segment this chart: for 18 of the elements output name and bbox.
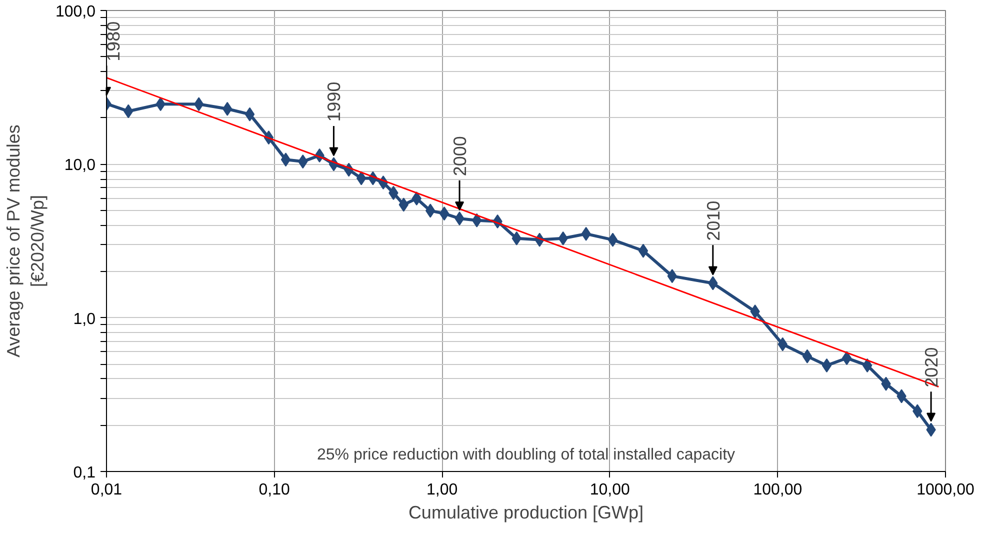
y-tick-label: 100,0	[55, 4, 96, 20]
x-axis-title: Cumulative production [GWp]	[408, 502, 644, 522]
y-tick-label: 10,0	[64, 157, 96, 174]
y-tick-label: 1,0	[73, 310, 96, 328]
x-tick-label: 0,10	[258, 482, 290, 498]
x-tick-label: 0,01	[90, 482, 122, 498]
annotation: 1990	[324, 82, 344, 122]
y-axis-title: Average price of PV modules [€2020/Wp]	[3, 124, 48, 358]
x-tick-label: 1,00	[426, 482, 458, 498]
x-tick-label: 1000,00	[916, 482, 975, 498]
annotation: 1980	[104, 21, 124, 62]
annotation: 2000	[450, 136, 470, 176]
annotation: 2010	[703, 200, 724, 241]
y-tick-label: 0,1	[73, 464, 96, 482]
annotation: 25% price reduction with doubling of total installed capacity	[316, 446, 736, 464]
x-tick-label: 10,00	[590, 482, 630, 498]
x-tick-label: 100,00	[753, 482, 802, 498]
annotation: 2020	[922, 347, 942, 388]
